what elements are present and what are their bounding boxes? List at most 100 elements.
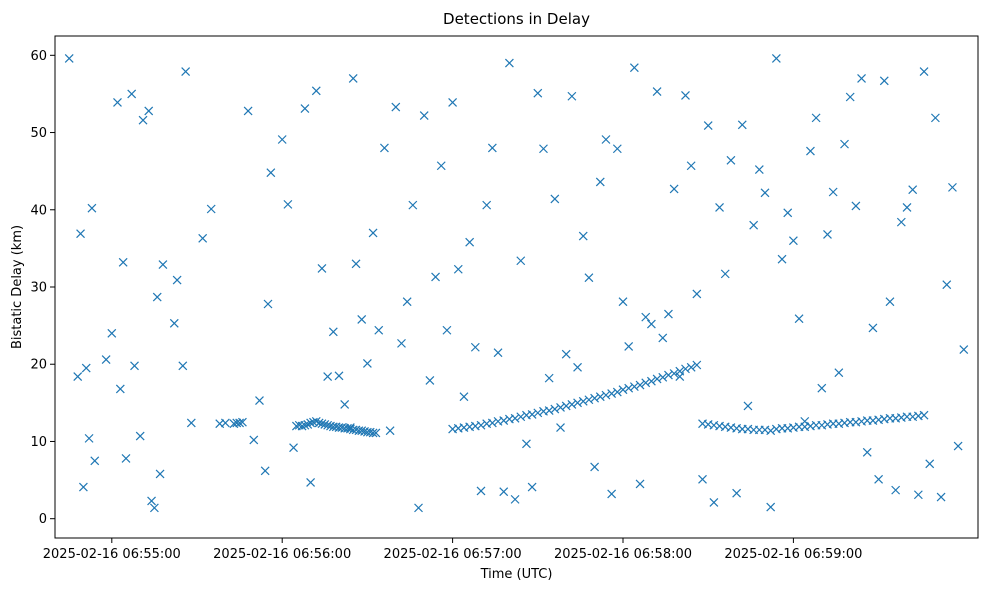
data-point-x-marker	[675, 372, 685, 382]
data-point-x-marker	[646, 376, 656, 386]
data-point-x-marker	[635, 479, 645, 489]
data-point-x-marker	[845, 92, 855, 102]
data-point-x-marker	[584, 395, 594, 405]
data-point-x-marker	[73, 372, 83, 382]
data-point-x-marker	[806, 146, 815, 156]
data-point-x-marker	[573, 362, 582, 372]
data-point-x-marker	[260, 466, 270, 476]
data-point-x-marker	[343, 423, 352, 433]
data-point-x-marker	[635, 380, 645, 390]
data-point-x-marker	[664, 309, 673, 319]
data-point-x-marker	[178, 361, 188, 371]
data-point-x-marker	[590, 393, 600, 403]
data-point-x-marker	[172, 275, 182, 285]
data-point-x-marker	[482, 200, 492, 210]
y-axis: 0 10 20 30 40 50 60	[30, 49, 55, 527]
data-point-x-marker	[544, 406, 554, 415]
data-point-x-marker	[658, 333, 668, 343]
data-point-x-marker	[896, 217, 906, 227]
data-point-x-marker	[800, 416, 810, 426]
data-point-x-marker	[624, 383, 634, 393]
data-point-x-marker	[101, 355, 111, 365]
data-point-x-marker	[919, 67, 929, 76]
data-point-x-marker	[811, 113, 821, 123]
data-point-x-marker	[681, 91, 690, 100]
data-point-x-marker	[314, 418, 324, 428]
data-point-x-marker	[913, 490, 923, 500]
data-point-x-marker	[317, 419, 327, 429]
data-point-x-marker	[263, 299, 273, 309]
y-tick-label: 0	[39, 512, 47, 527]
data-point-x-marker	[760, 188, 770, 198]
data-point-x-marker	[323, 372, 333, 382]
data-point-x-marker	[419, 111, 429, 120]
data-point-x-marker	[561, 349, 571, 359]
data-point-x-marker	[90, 456, 100, 466]
data-point-x-marker	[368, 428, 378, 438]
data-point-x-marker	[453, 264, 463, 274]
data-point-x-marker	[686, 161, 696, 171]
data-point-x-marker	[573, 398, 582, 408]
y-tick-label: 40	[30, 203, 47, 218]
data-point-x-marker	[669, 369, 679, 378]
data-point-x-marker	[669, 184, 679, 194]
data-point-x-marker	[686, 362, 696, 372]
data-point-x-marker	[311, 416, 321, 426]
data-point-x-marker	[130, 361, 139, 371]
data-point-x-marker	[300, 104, 310, 114]
data-point-x-marker	[578, 231, 588, 241]
data-point-x-marker	[181, 67, 191, 76]
data-point-x-marker	[385, 426, 395, 436]
data-point-x-marker	[703, 121, 713, 131]
data-point-x-marker	[646, 319, 656, 329]
data-point-x-marker	[692, 360, 702, 370]
data-point-x-marker	[743, 401, 753, 411]
y-tick-label: 50	[30, 126, 47, 141]
data-point-x-marker	[584, 273, 594, 283]
data-point-x-marker	[351, 259, 361, 269]
data-point-x-marker	[516, 256, 526, 266]
data-point-x-marker	[470, 342, 480, 352]
data-point-x-marker	[601, 390, 611, 400]
data-point-x-marker	[255, 396, 264, 405]
x-tick-label: 2025-02-16 06:57:00	[384, 547, 522, 562]
data-point-x-marker	[357, 315, 367, 324]
data-point-x-marker	[249, 435, 259, 445]
data-point-x-marker	[371, 428, 381, 438]
data-point-x-marker	[323, 420, 333, 430]
data-point-x-marker	[550, 404, 560, 414]
data-point-x-marker	[624, 342, 634, 351]
data-point-x-marker	[169, 318, 179, 328]
data-point-x-marker	[607, 489, 617, 499]
data-point-x-marker	[277, 135, 287, 144]
data-point-x-marker	[919, 410, 929, 420]
data-point-x-marker	[595, 392, 605, 402]
data-point-x-marker	[942, 280, 952, 290]
data-point-x-marker	[78, 482, 88, 492]
data-point-x-marker	[618, 297, 628, 307]
data-point-x-marker	[476, 486, 486, 496]
data-point-x-marker	[127, 89, 137, 99]
data-point-x-marker	[879, 76, 889, 86]
data-point-x-marker	[936, 492, 946, 502]
data-point-x-marker	[198, 233, 208, 243]
data-point-x-marker	[862, 447, 872, 457]
data-point-x-marker	[76, 229, 85, 239]
data-point-x-marker	[561, 401, 571, 411]
data-point-x-marker	[152, 292, 162, 302]
data-point-x-marker	[431, 272, 440, 282]
data-point-x-marker	[783, 208, 793, 218]
y-tick-label: 20	[30, 358, 47, 373]
data-point-x-marker	[902, 203, 912, 212]
data-point-x-marker	[868, 323, 878, 333]
data-point-x-marker	[220, 418, 230, 428]
data-point-x-marker	[107, 328, 117, 338]
data-point-x-marker	[823, 230, 832, 239]
data-point-x-marker	[158, 260, 168, 270]
data-point-x-marker	[306, 418, 316, 428]
data-point-x-marker	[243, 106, 253, 116]
x-axis: 2025-02-16 06:55:00 2025-02-16 06:56:00 20…	[43, 538, 862, 562]
data-point-x-marker	[487, 143, 497, 153]
data-point-x-marker	[533, 408, 543, 418]
data-point-x-marker	[930, 113, 940, 123]
